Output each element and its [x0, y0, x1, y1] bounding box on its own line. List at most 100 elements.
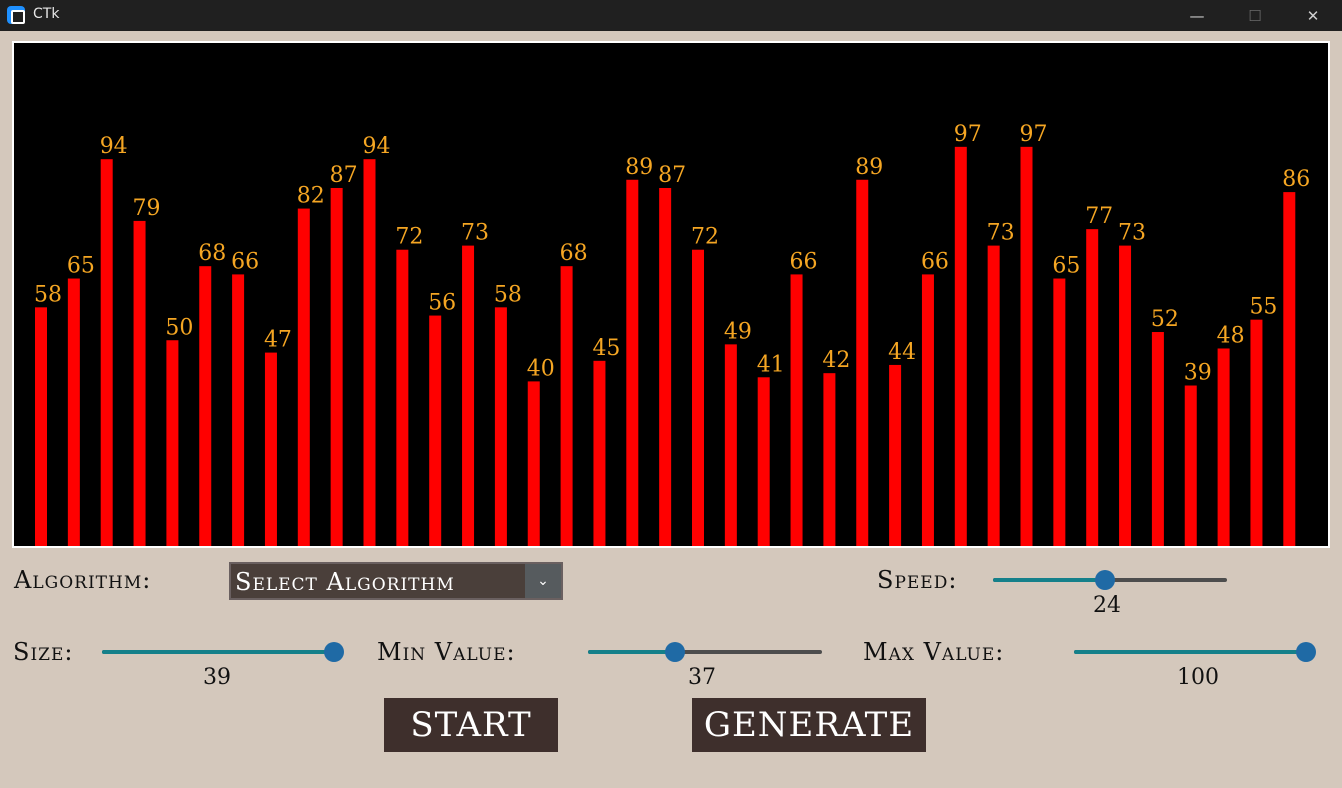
bar-value-label: 68 [560, 241, 588, 266]
bar [1086, 229, 1099, 546]
bar [954, 146, 967, 546]
bar [494, 307, 507, 546]
bar-value-label: 87 [330, 163, 358, 188]
speed-label: Speed: [877, 566, 958, 594]
size-value: 39 [203, 665, 231, 690]
bar [823, 373, 836, 546]
bar-value-label: 89 [855, 155, 883, 180]
slider-fill [102, 650, 334, 654]
bar [100, 159, 113, 546]
bar [232, 274, 245, 546]
bar-value-label: 41 [757, 352, 785, 377]
bar [987, 245, 1000, 546]
bar-value-label: 66 [231, 249, 259, 274]
close-button[interactable]: ✕ [1306, 6, 1320, 25]
bar-value-label: 94 [100, 134, 128, 159]
bar [462, 245, 475, 546]
bar-value-label: 89 [625, 155, 653, 180]
bar-value-label: 97 [954, 122, 982, 147]
bar [1053, 278, 1066, 546]
bar [1184, 385, 1197, 546]
bar-value-label: 94 [363, 134, 391, 159]
bar-value-label: 72 [691, 225, 719, 250]
start-button[interactable]: START [384, 698, 558, 752]
bar-value-label: 87 [658, 163, 686, 188]
size-slider[interactable] [102, 642, 344, 662]
bar [297, 208, 310, 546]
bar [626, 179, 639, 546]
bar-value-label: 58 [494, 282, 522, 307]
bar [133, 220, 146, 546]
speed-value: 24 [1093, 593, 1121, 618]
bar-value-label: 65 [67, 254, 95, 279]
min-value-label: Min Value: [377, 638, 516, 666]
bar-value-label: 86 [1282, 167, 1310, 192]
algorithm-label: Algorithm: [14, 566, 152, 594]
bar [396, 249, 409, 546]
bar [67, 278, 80, 546]
bar [1250, 319, 1263, 546]
bar-value-label: 79 [133, 196, 161, 221]
bar [560, 266, 573, 546]
bar [199, 266, 212, 546]
algorithm-select-value: Select Algorithm [235, 568, 455, 596]
bar-value-label: 39 [1184, 361, 1212, 386]
bar-value-label: 97 [1020, 122, 1048, 147]
bar [1217, 348, 1230, 546]
bar [527, 381, 540, 546]
minimize-button[interactable]: — [1189, 6, 1205, 25]
bar [1020, 146, 1033, 546]
bar [659, 187, 672, 546]
bar-value-label: 50 [165, 315, 193, 340]
slider-handle[interactable] [664, 642, 685, 662]
min-value-value: 37 [688, 665, 716, 690]
bar-value-label: 52 [1151, 307, 1179, 332]
app-icon [7, 6, 25, 24]
bar-value-label: 44 [888, 340, 916, 365]
size-label: Size: [13, 638, 74, 666]
bar-value-label: 56 [428, 291, 456, 316]
generate-button[interactable]: GENERATE [692, 698, 926, 752]
bar [1283, 192, 1296, 546]
bar-value-label: 65 [1052, 254, 1080, 279]
bar-value-label: 72 [395, 225, 423, 250]
bar [1151, 332, 1164, 546]
bar-value-label: 66 [790, 249, 818, 274]
bar-value-label: 66 [921, 249, 949, 274]
speed-slider[interactable] [993, 570, 1227, 590]
bar-value-label: 73 [461, 221, 489, 246]
visualization-canvas: 58 65 94 79 50 68 66 47 82 87 94 72 56 73 58 40 68 45 89 87… [12, 41, 1330, 548]
slider-fill [588, 650, 675, 654]
bar [593, 360, 606, 546]
bar-value-label: 42 [822, 348, 850, 373]
maximize-button[interactable]: ☐ [1248, 6, 1262, 25]
max-value-value: 100 [1177, 665, 1219, 690]
bar [856, 179, 869, 546]
bar [889, 364, 902, 546]
bar-value-label: 40 [527, 356, 555, 381]
bar [790, 274, 803, 546]
bar-value-label: 55 [1249, 295, 1277, 320]
slider-fill [1074, 650, 1306, 654]
bar-value-label: 48 [1217, 323, 1245, 348]
bar-value-label: 82 [297, 184, 325, 209]
algorithm-select[interactable]: Select Algorithm ⌄ [229, 562, 563, 600]
bar [724, 344, 737, 546]
bar [1119, 245, 1132, 546]
window-title: CTk [33, 6, 60, 22]
slider-handle[interactable] [324, 642, 344, 662]
bar [692, 249, 704, 546]
bar [921, 274, 934, 546]
max-value-slider[interactable] [1074, 642, 1316, 662]
bar-value-label: 73 [1118, 221, 1146, 246]
bar [264, 352, 277, 546]
min-value-slider[interactable] [588, 642, 822, 662]
slider-handle[interactable] [1095, 570, 1116, 590]
bar [166, 340, 179, 546]
bar [429, 315, 442, 546]
slider-fill [993, 578, 1106, 582]
chevron-down-icon[interactable]: ⌄ [525, 564, 561, 598]
bar-value-label: 47 [264, 328, 292, 353]
slider-handle[interactable] [1296, 642, 1316, 662]
